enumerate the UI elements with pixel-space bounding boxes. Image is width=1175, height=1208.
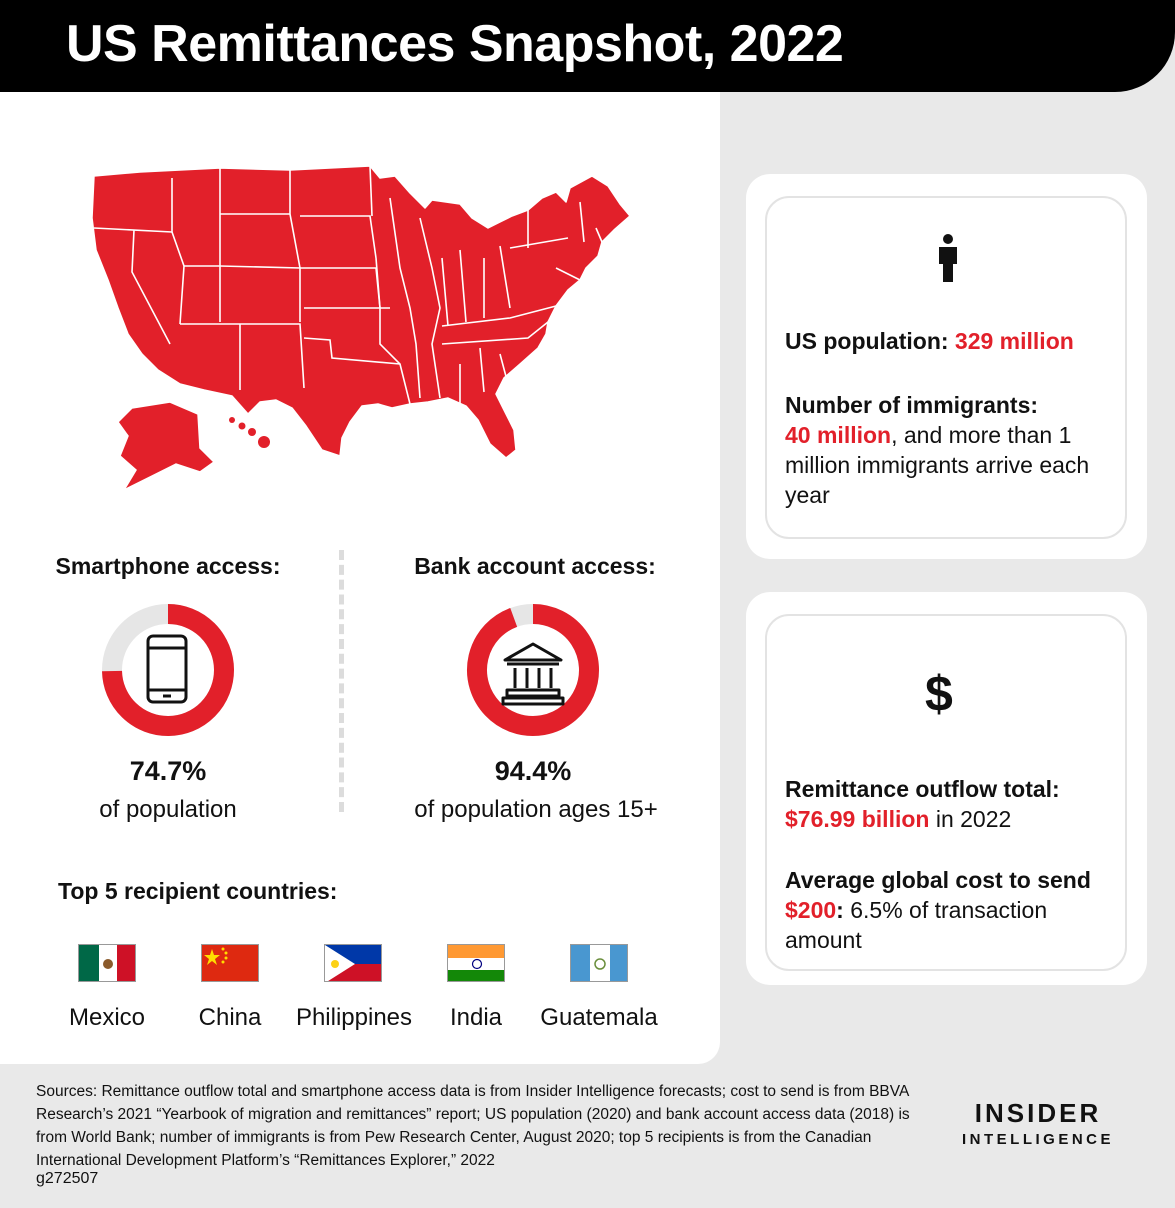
stat-divider <box>339 550 344 812</box>
cost-colon: : <box>836 897 844 923</box>
philippines-flag-icon <box>324 944 382 982</box>
china-flag-icon <box>201 944 259 982</box>
outflow-label: Remittance outflow total: <box>785 776 1060 802</box>
cost-rest: 6.5% of transaction amount <box>785 897 1048 953</box>
us-map <box>80 158 650 498</box>
logo-line1: INSIDER <box>974 1098 1102 1128</box>
india-flag-icon <box>447 944 505 982</box>
donut-slice-smartphone <box>102 604 234 736</box>
insider-intelligence-logo: INSIDER INTELLIGENCE <box>962 1098 1114 1148</box>
population-label: US population: <box>785 328 955 354</box>
country-guatemala: Guatemala <box>540 1004 658 1031</box>
donut-slice-bank <box>467 604 599 736</box>
outflow-rest: in 2022 <box>929 806 1012 832</box>
country-china: China <box>198 1004 262 1031</box>
immigrants-label: Number of immigrants: <box>785 392 1039 418</box>
countries-heading: Top 5 recipient countries: <box>58 878 338 904</box>
remittance-card-inner: $ Remittance outflow total: $76.99 billi… <box>765 614 1127 971</box>
immigrants-rest: , and more than 1 million immigrants arr… <box>785 422 1090 508</box>
immigrants-value: 40 million <box>785 422 892 448</box>
dollar-icon: $ <box>925 666 953 722</box>
remittance-card: $ Remittance outflow total: $76.99 billi… <box>746 592 1147 985</box>
bank-donut-chart <box>467 604 599 736</box>
title-bar: US Remittances Snapshot, 2022 <box>0 0 1175 92</box>
graphic-code: g272507 <box>36 1170 99 1187</box>
us-map-icon <box>91 165 631 492</box>
outflow-value: $76.99 billion <box>785 806 930 832</box>
population-value: 329 million <box>954 328 1074 354</box>
immigrants-text: Number of immigrants: 40 million, and mo… <box>785 390 1115 510</box>
population-card-inner: US population: 329 million Number of imm… <box>765 196 1127 539</box>
smartphone-value: 74.7% <box>129 756 207 786</box>
population-card: US population: 329 million Number of imm… <box>746 174 1147 559</box>
guatemala-flag-icon <box>570 944 628 982</box>
bank-access-heading: Bank account access: <box>414 553 656 579</box>
smartphone-access-heading: Smartphone access: <box>55 553 281 579</box>
page-title: US Remittances Snapshot, 2022 <box>66 15 844 73</box>
person-icon <box>939 234 957 282</box>
bank-subtitle: of population ages 15+ <box>414 796 658 823</box>
smartphone-donut-chart <box>102 604 234 736</box>
logo-line2: INTELLIGENCE <box>962 1131 1115 1148</box>
smartphone-icon <box>146 634 188 704</box>
country-india: India <box>449 1004 503 1031</box>
cost-value: $200 <box>785 897 837 923</box>
outflow-text: Remittance outflow total: $76.99 billion… <box>785 774 1115 834</box>
smartphone-subtitle: of population <box>99 796 237 823</box>
country-mexico: Mexico <box>68 1004 146 1031</box>
cost-label: Average global cost to send <box>785 867 1091 893</box>
sources-text: Sources: Remittance outflow total and sm… <box>36 1083 910 1169</box>
country-philippines: Philippines <box>295 1004 413 1031</box>
bank-value: 94.4% <box>494 756 572 786</box>
population-text: US population: 329 million <box>785 326 1115 356</box>
cost-text: Average global cost to send $200: 6.5% o… <box>785 865 1115 955</box>
bank-icon <box>501 642 565 706</box>
mexico-flag-icon <box>78 944 136 982</box>
